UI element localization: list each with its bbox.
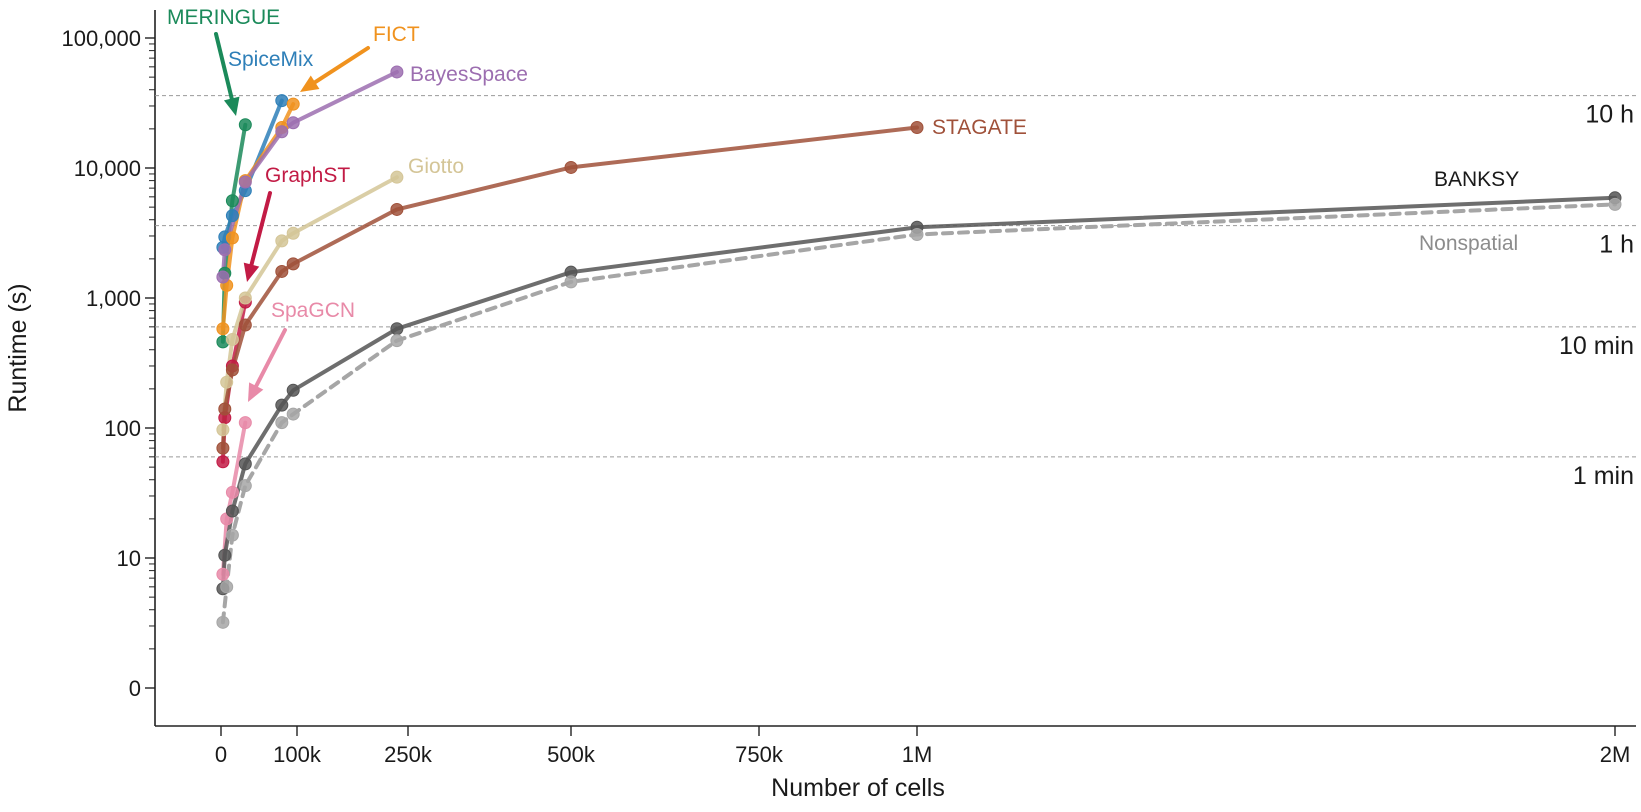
arrow-meringue	[214, 32, 234, 101]
series-label-spagcn: SpaGCN	[271, 299, 355, 322]
series-label-nonspatial: Nonspatial	[1419, 232, 1518, 255]
series-line-banksy	[220, 195, 1617, 591]
series-label-fict: FICT	[373, 23, 420, 46]
point-stagate	[910, 120, 924, 134]
reference-line-label: 1 h	[1599, 231, 1634, 259]
point-nonspatial	[1608, 197, 1622, 211]
point-bayesspace	[390, 65, 404, 79]
series-label-banksy: BANKSY	[1434, 168, 1519, 191]
reference-line-label: 1 min	[1573, 462, 1634, 490]
point-banksy	[286, 383, 300, 397]
point-fict	[225, 231, 239, 245]
point-giotto	[275, 234, 289, 248]
point-nonspatial	[564, 275, 578, 289]
point-fict	[216, 322, 230, 336]
series-line-nonspatial	[220, 202, 1617, 625]
arrow-fict	[313, 46, 370, 85]
point-banksy	[218, 548, 232, 562]
axes: 0 10 100 1,000 10,000 100,000 0 100k 250k 500k 750…	[61, 10, 1636, 767]
point-bayesspace	[216, 270, 230, 284]
point-banksy	[275, 398, 289, 412]
point-spagcn	[225, 485, 239, 499]
point-banksy	[238, 457, 252, 471]
arrowhead-graphst	[243, 262, 260, 282]
point-stagate	[286, 257, 300, 271]
arrowhead-spagcn	[248, 382, 264, 402]
arrow-spagcn	[254, 328, 287, 388]
point-stagate	[218, 402, 232, 416]
point-bayesspace	[275, 125, 289, 139]
labels: MERINGUE SpiceMix FICT BayesSpace STAGATE Gio…	[167, 6, 1519, 322]
label-arrows	[214, 32, 370, 402]
point-nonspatial	[220, 580, 234, 594]
point-meringue	[238, 118, 252, 132]
point-stagate	[216, 441, 230, 455]
series-label-bayesspace: BayesSpace	[410, 63, 528, 86]
y-tick-label: 100	[104, 416, 141, 441]
series-label-giotto: Giotto	[408, 155, 464, 178]
x-tick-label: 1M	[902, 742, 933, 767]
point-nonspatial	[216, 615, 230, 629]
point-banksy	[390, 322, 404, 336]
point-stagate	[390, 202, 404, 216]
point-giotto	[238, 291, 252, 305]
series-points	[216, 65, 1622, 629]
y-tick-label: 0	[129, 676, 141, 701]
point-spagcn	[238, 416, 252, 430]
point-bayesspace	[238, 175, 252, 189]
reference-line-label: 10 min	[1559, 332, 1634, 360]
point-bayesspace	[218, 243, 232, 257]
y-axis-title: Runtime (s)	[4, 283, 32, 412]
point-banksy	[225, 504, 239, 518]
y-tick-label: 10,000	[74, 156, 141, 181]
point-nonspatial	[225, 528, 239, 542]
point-spagcn	[216, 567, 230, 581]
point-meringue	[225, 194, 239, 208]
point-bayesspace	[286, 116, 300, 130]
point-graphst	[216, 455, 230, 469]
point-stagate	[564, 160, 578, 174]
series-label-meringue: MERINGUE	[167, 6, 280, 29]
x-tick-label: 750k	[735, 742, 784, 767]
x-tick-label: 100k	[273, 742, 322, 767]
arrow-graphst	[249, 191, 272, 267]
x-axis-title: Number of cells	[771, 774, 945, 802]
point-giotto	[225, 332, 239, 346]
x-tick-label: 500k	[547, 742, 596, 767]
point-giotto	[286, 226, 300, 240]
series-label-stagate: STAGATE	[932, 116, 1027, 139]
point-nonspatial	[390, 334, 404, 348]
arrowhead-fict	[300, 75, 320, 92]
y-tick-label: 1,000	[86, 286, 141, 311]
point-nonspatial	[910, 227, 924, 241]
x-tick-label: 0	[215, 742, 227, 767]
reference-line-label: 10 h	[1585, 101, 1634, 129]
x-tick-label: 2M	[1600, 742, 1631, 767]
reference-lines: 1 min 10 min 1 h 10 h	[155, 95, 1636, 490]
series-label-graphst: GraphST	[265, 164, 350, 187]
x-tick-label: 250k	[384, 742, 433, 767]
point-giotto	[390, 170, 404, 184]
point-nonspatial	[286, 407, 300, 421]
series-label-spicemix: SpiceMix	[228, 48, 314, 71]
point-spicemix	[275, 94, 289, 108]
point-stagate	[225, 363, 239, 377]
point-nonspatial	[275, 416, 289, 430]
point-stagate	[275, 264, 289, 278]
point-stagate	[238, 318, 252, 332]
point-nonspatial	[238, 479, 252, 493]
point-giotto	[216, 423, 230, 437]
y-tick-label: 10	[117, 546, 141, 571]
arrowhead-meringue	[223, 96, 240, 116]
point-spicemix	[225, 209, 239, 223]
point-fict	[286, 97, 300, 111]
y-tick-label: 100,000	[61, 26, 141, 51]
point-giotto	[220, 375, 234, 389]
